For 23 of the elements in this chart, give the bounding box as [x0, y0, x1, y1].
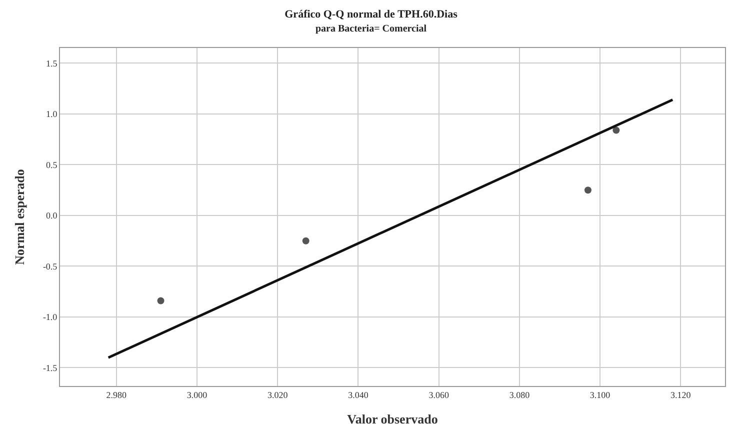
y-tick-label: 0.5	[46, 160, 58, 170]
x-tick-label: 2.980	[106, 390, 128, 400]
x-tick-label: 3.080	[509, 390, 530, 400]
x-tick-label: 3.060	[428, 390, 450, 400]
y-tick-label: -0.5	[42, 261, 58, 272]
y-axis-title: Normal esperado	[12, 169, 27, 265]
y-tick-label: 0.0	[46, 210, 58, 221]
x-tick-label: 3.120	[670, 390, 692, 400]
y-tick-label: -1.0	[42, 312, 58, 322]
y-tick-label: -1.5	[42, 362, 58, 373]
x-tick-label: 3.040	[348, 390, 369, 400]
chart-subtitle: para Bacteria= Comercial	[315, 24, 427, 35]
x-tick-label: 3.100	[590, 390, 611, 400]
point	[584, 186, 592, 194]
chart-title: Gráfico Q-Q normal de TPH.60.Dias	[284, 8, 458, 20]
point	[302, 237, 310, 244]
x-tick-label: 3.020	[268, 390, 288, 400]
point	[612, 126, 620, 134]
x-tick-label: 3.000	[186, 390, 208, 400]
x-axis-title: Valor observado	[347, 411, 438, 426]
y-tick-label: 1.0	[46, 109, 58, 120]
y-tick-label: 1.5	[46, 58, 58, 68]
point	[157, 297, 164, 304]
